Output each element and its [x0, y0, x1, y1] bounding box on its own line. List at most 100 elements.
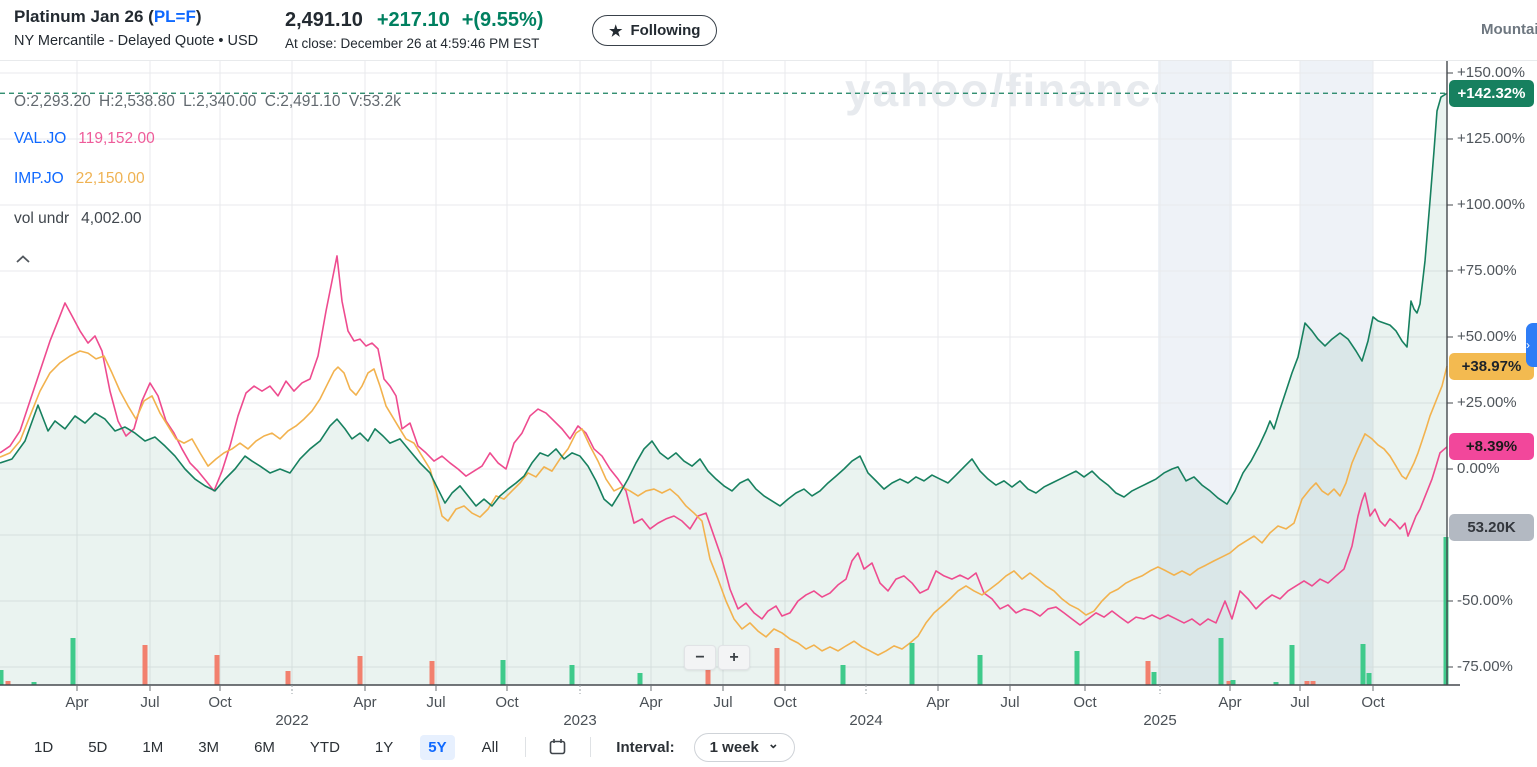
range-button-all[interactable]: All: [481, 738, 499, 756]
imp-last-badge: +38.97%: [1449, 352, 1534, 380]
x-axis-month-label: Jul: [1000, 694, 1020, 711]
volume-bar: [569, 665, 575, 685]
volume-bar: [1074, 651, 1080, 685]
y-axis-tick-label: +75.00%: [1457, 262, 1517, 279]
price-chart: yahoo/finance O:2,293.20 H:2,538.80 L:2,…: [0, 60, 1537, 694]
x-axis-month-label: Jul: [426, 694, 446, 711]
x-axis-year-label: 2023: [563, 712, 597, 729]
volume-bar: [214, 655, 220, 685]
price-change-percent: +(9.55%): [461, 9, 544, 31]
chart-type-label: Mountain: [1481, 21, 1537, 38]
calendar-icon: [549, 739, 566, 755]
page-title: Platinum Jan 26 (PL=F): [14, 7, 202, 27]
collapse-legend-chevron-icon[interactable]: [16, 251, 30, 269]
price-row: 2,491.10 +217.10 +(9.55%): [285, 9, 543, 32]
chevron-down-icon: ⌄: [767, 736, 779, 751]
volume-bar: [1310, 681, 1316, 685]
range-button-1m[interactable]: 1M: [142, 738, 164, 756]
interval-dropdown[interactable]: 1 week ⌄: [693, 732, 795, 762]
comparison-row-impjo: IMP.JO 22,150.00: [14, 170, 145, 188]
volume-bar: [285, 671, 291, 685]
month-band: [1300, 61, 1373, 685]
volume-bar: [1145, 661, 1151, 685]
ohlcv-readout: O:2,293.20 H:2,538.80 L:2,340.00 C:2,491…: [14, 93, 401, 110]
range-button-3m[interactable]: 3M: [198, 738, 220, 756]
volume-bar: [500, 660, 506, 685]
volume-badge: 53.20K: [1449, 513, 1534, 541]
title-suffix: ): [195, 7, 202, 26]
following-label: Following: [630, 22, 701, 39]
volume-bar: [357, 656, 363, 685]
y-axis-tick-label: +50.00%: [1457, 328, 1517, 345]
x-axis-month-label: Oct: [1361, 694, 1385, 711]
chevron-up-icon: [16, 255, 30, 263]
val-last-badge: +8.39%: [1449, 433, 1534, 461]
y-axis-tick-label: 0.00%: [1457, 460, 1500, 477]
y-axis-tick-label: -75.00%: [1457, 658, 1513, 675]
volume-bar: [1226, 681, 1232, 685]
price-change: +217.10: [376, 9, 450, 31]
chart-zoom-controls: − +: [684, 645, 750, 670]
volume-bar: [1360, 644, 1366, 685]
y-axis-tick-label: +125.00%: [1457, 130, 1525, 147]
volume-bar: [1443, 537, 1449, 685]
chevron-right-icon: ›: [1526, 338, 1530, 352]
comparison-row-valjo: VAL.JO 119,152.00: [14, 130, 155, 148]
valjo-symbol-link[interactable]: VAL.JO: [14, 130, 67, 147]
impjo-symbol-link[interactable]: IMP.JO: [14, 170, 64, 187]
volume-under-value: 4,002.00: [81, 210, 142, 227]
volume-bar: [1218, 638, 1224, 685]
interval-label: Interval:: [616, 738, 675, 756]
range-button-6m[interactable]: 6M: [254, 738, 275, 756]
range-button-1d[interactable]: 1D: [34, 738, 54, 756]
x-axis-year-label: 2022: [275, 712, 309, 729]
zoom-out-button[interactable]: −: [684, 645, 716, 670]
toolbar-divider: [590, 737, 592, 757]
following-button[interactable]: ★ Following: [592, 15, 718, 46]
x-axis-month-label: Apr: [926, 694, 950, 711]
series-line-impjo: [0, 350, 1448, 656]
range-button-5d[interactable]: 5D: [88, 738, 108, 756]
at-close-text: At close: December 26 at 4:59:46 PM EST: [285, 36, 540, 51]
volume-bar: [637, 673, 643, 685]
range-button-ytd[interactable]: YTD: [309, 738, 340, 756]
x-axis-month-label: Apr: [639, 694, 663, 711]
custom-date-range-button[interactable]: [545, 735, 571, 759]
x-axis-month-label: Apr: [1218, 694, 1242, 711]
volume-bar: [31, 682, 37, 685]
x-axis-month-label: Apr: [65, 694, 89, 711]
quote-header: Platinum Jan 26 (PL=F) NY Mercantile - D…: [0, 0, 1537, 60]
volume-bar: [5, 681, 11, 685]
impjo-value: 22,150.00: [75, 170, 145, 187]
x-axis-year-label: 2025: [1143, 712, 1177, 729]
star-icon: ★: [609, 22, 623, 40]
volume-bar: [1304, 681, 1310, 685]
volume-bar: [142, 645, 148, 685]
series-line-valjo: [0, 255, 1448, 626]
range-button-1y[interactable]: 1Y: [374, 738, 394, 756]
volume-bar: [977, 655, 983, 685]
range-button-5y[interactable]: 5Y: [420, 734, 455, 760]
chart-toolbar: 1D 5D 1M 3M 6M YTD 1Y 5Y All Interval: 1 week ⌄: [26, 732, 795, 762]
x-axis-month-label: Jul: [140, 694, 160, 711]
expand-panel-tab[interactable]: ›: [1526, 323, 1537, 367]
x-axis-month-label: Oct: [208, 694, 232, 711]
volume-bar: [840, 665, 846, 685]
valjo-value: 119,152.00: [78, 130, 155, 147]
price-area-fill: [0, 93, 1447, 685]
volume-bar: [0, 670, 4, 685]
x-axis-month-label: Apr: [353, 694, 377, 711]
symbol-link[interactable]: PL=F: [153, 7, 196, 26]
volume-under-label: vol undr: [14, 210, 70, 227]
x-axis-month-label: Jul: [1290, 694, 1310, 711]
x-axis-month-label: Oct: [773, 694, 797, 711]
volume-bar: [1230, 680, 1236, 685]
y-axis-tick-label: -50.00%: [1457, 592, 1513, 609]
x-axis-month-label: Jul: [713, 694, 733, 711]
volume-bar: [774, 648, 780, 685]
volume-bar: [909, 643, 915, 685]
chart-canvas[interactable]: [0, 61, 1537, 695]
series-line-plf: [0, 92, 1448, 507]
zoom-in-button[interactable]: +: [718, 645, 750, 670]
volume-bar: [1273, 682, 1279, 685]
